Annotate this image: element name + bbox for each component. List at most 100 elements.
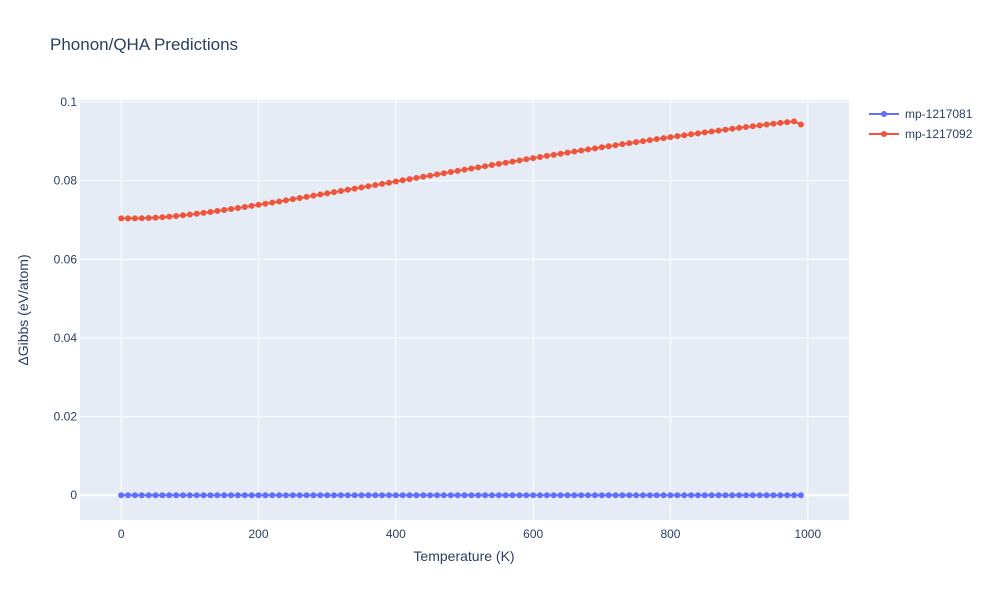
data-point	[605, 143, 612, 150]
data-point	[207, 492, 214, 499]
data-point	[282, 197, 289, 204]
data-point	[447, 169, 454, 176]
data-point	[729, 125, 736, 132]
data-point	[145, 492, 152, 499]
data-point	[454, 492, 461, 499]
data-point	[282, 492, 289, 499]
data-point	[736, 492, 743, 499]
data-point	[591, 145, 598, 152]
data-point	[550, 151, 557, 158]
data-point	[743, 124, 750, 131]
data-point	[392, 178, 399, 185]
data-point	[468, 492, 475, 499]
data-point	[214, 492, 221, 499]
data-point	[646, 492, 653, 499]
data-point	[385, 492, 392, 499]
x-tick-label: 200	[249, 527, 269, 541]
data-point	[125, 215, 132, 222]
data-point	[166, 492, 173, 499]
data-point	[241, 203, 248, 210]
data-point	[791, 492, 798, 499]
data-point	[221, 492, 228, 499]
data-point	[495, 492, 502, 499]
x-tick-label: 800	[660, 527, 680, 541]
data-point	[125, 492, 132, 499]
data-point	[516, 492, 523, 499]
data-point	[179, 212, 186, 219]
data-point	[248, 202, 255, 209]
legend-marker	[881, 131, 887, 137]
data-point	[550, 492, 557, 499]
data-point	[118, 215, 125, 222]
data-point	[331, 492, 338, 499]
data-point	[331, 189, 338, 196]
data-point	[475, 164, 482, 171]
data-point	[399, 177, 406, 184]
data-point	[749, 123, 756, 130]
data-point	[262, 492, 269, 499]
data-point	[694, 492, 701, 499]
data-point	[200, 209, 207, 216]
data-point	[626, 140, 633, 147]
data-point	[743, 492, 750, 499]
data-point	[269, 199, 276, 206]
data-point	[440, 170, 447, 177]
data-point	[667, 492, 674, 499]
data-series	[118, 118, 804, 499]
data-point	[372, 492, 379, 499]
data-point	[303, 193, 310, 200]
data-point	[578, 492, 585, 499]
data-point	[653, 492, 660, 499]
data-point	[523, 156, 530, 163]
data-point	[701, 129, 708, 136]
data-point	[179, 492, 186, 499]
data-point	[756, 492, 763, 499]
data-point	[186, 492, 193, 499]
data-point	[406, 492, 413, 499]
data-point	[392, 492, 399, 499]
data-point	[736, 124, 743, 131]
data-point	[221, 207, 228, 214]
data-point	[337, 492, 344, 499]
data-point	[207, 208, 214, 215]
data-point	[434, 171, 441, 178]
data-point	[660, 492, 667, 499]
data-point	[530, 492, 537, 499]
y-tick-label: 0.1	[60, 95, 77, 109]
x-axis-title: Temperature (K)	[413, 548, 514, 564]
data-point	[351, 492, 358, 499]
data-point	[324, 492, 331, 499]
data-point	[646, 137, 653, 144]
data-point	[173, 213, 180, 220]
data-point	[619, 492, 626, 499]
data-point	[667, 134, 674, 141]
data-point	[640, 138, 647, 145]
data-point	[777, 492, 784, 499]
data-point	[633, 492, 640, 499]
data-point	[640, 492, 647, 499]
data-point	[234, 492, 241, 499]
data-point	[756, 122, 763, 129]
data-point	[152, 214, 159, 221]
data-point	[701, 492, 708, 499]
legend-label: mp-1217081	[905, 107, 973, 121]
data-point	[228, 492, 235, 499]
data-point	[784, 492, 791, 499]
data-point	[173, 492, 180, 499]
data-point	[797, 121, 804, 128]
data-point	[729, 492, 736, 499]
data-point	[399, 492, 406, 499]
y-tick-label: 0.06	[54, 252, 78, 266]
data-point	[344, 492, 351, 499]
data-point	[406, 176, 413, 183]
data-point	[722, 126, 729, 133]
data-point	[770, 492, 777, 499]
data-point	[379, 492, 386, 499]
data-point	[557, 150, 564, 157]
data-point	[159, 492, 166, 499]
y-tick-label: 0	[70, 488, 77, 502]
data-point	[523, 492, 530, 499]
data-point	[344, 186, 351, 193]
data-point	[598, 144, 605, 151]
data-point	[660, 135, 667, 142]
